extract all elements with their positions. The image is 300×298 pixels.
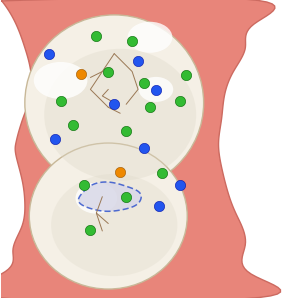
Ellipse shape xyxy=(25,15,204,191)
Point xyxy=(52,136,57,141)
Point xyxy=(46,51,51,56)
Ellipse shape xyxy=(44,49,196,181)
Point xyxy=(148,105,152,110)
Point xyxy=(124,195,129,200)
Ellipse shape xyxy=(51,174,177,276)
Point xyxy=(130,39,134,44)
Point xyxy=(142,81,146,86)
Point xyxy=(160,171,164,176)
Point xyxy=(58,98,63,103)
Point xyxy=(136,58,140,63)
Polygon shape xyxy=(0,0,280,298)
Point xyxy=(112,102,117,107)
Point xyxy=(94,33,99,38)
Point xyxy=(177,99,182,104)
Point xyxy=(70,123,75,128)
Point xyxy=(82,182,87,187)
Ellipse shape xyxy=(128,22,172,53)
Point xyxy=(88,228,93,232)
Ellipse shape xyxy=(139,77,173,102)
Point xyxy=(106,69,111,74)
Point xyxy=(177,182,182,187)
Polygon shape xyxy=(79,182,141,211)
Point xyxy=(118,170,123,175)
Point xyxy=(183,72,188,77)
Ellipse shape xyxy=(29,143,187,289)
Point xyxy=(154,88,158,92)
Point xyxy=(79,72,84,76)
Point xyxy=(157,204,161,209)
Point xyxy=(124,129,129,134)
Ellipse shape xyxy=(34,62,87,99)
Ellipse shape xyxy=(76,183,117,214)
Point xyxy=(142,146,146,151)
